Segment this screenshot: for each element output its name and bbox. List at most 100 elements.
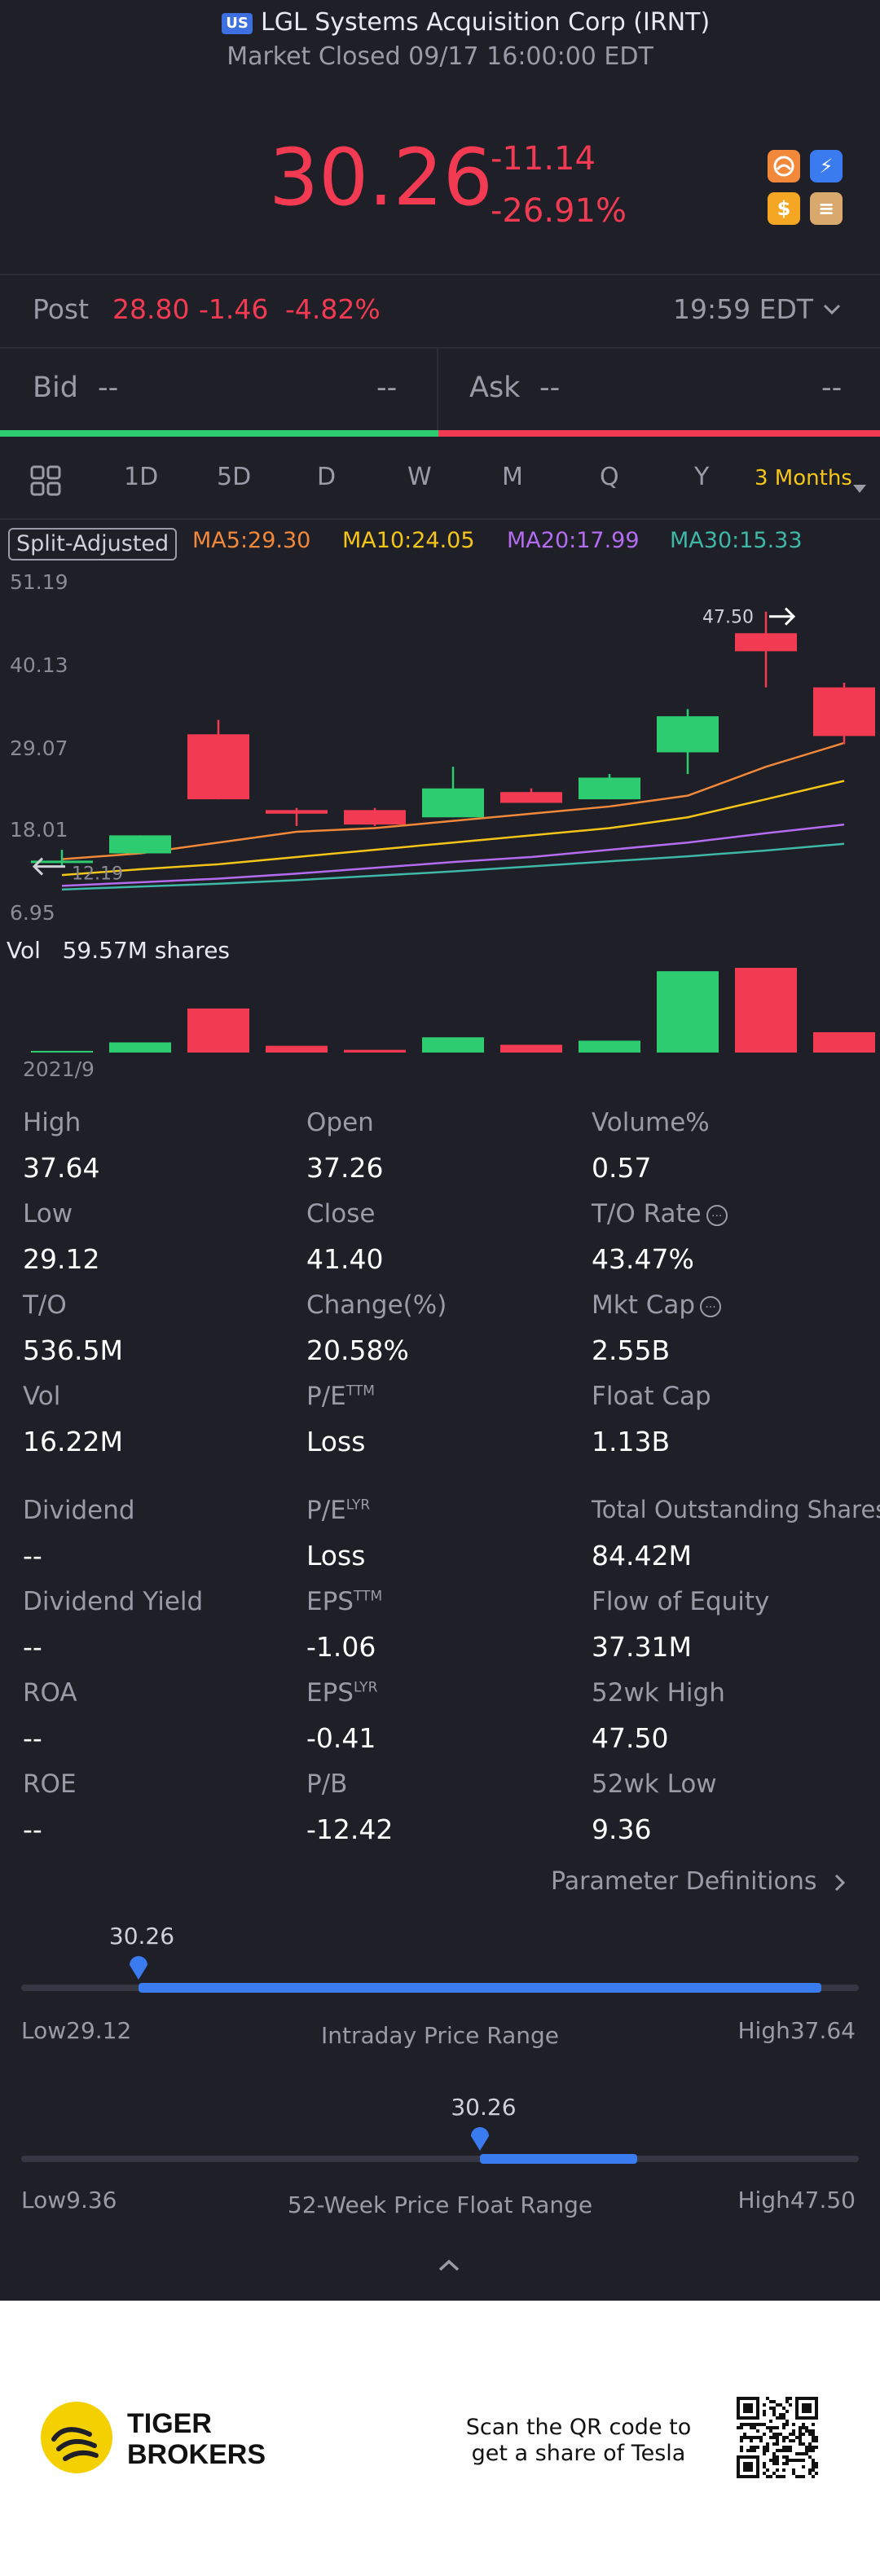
qr-module [812,2436,815,2439]
stat-eps-ttm-label: EPS [306,1587,354,1616]
stat-low-label: Low [23,1199,73,1229]
current-price: 30.26 [269,132,493,223]
intraday-range-fill [138,1983,821,1993]
dollar-icon[interactable]: $ [768,192,800,225]
tab-week[interactable]: W [407,463,432,491]
qr-module [795,2459,799,2462]
volume-bar [31,1050,93,1053]
qr-module [766,2442,769,2446]
parameter-definitions-link[interactable]: Parameter Definitions [551,1867,849,1896]
stat-mkt-cap[interactable]: Mkt Cap ··· [592,1290,722,1320]
intraday-high: High37.64 [737,2017,856,2044]
week52-high: High47.50 [737,2187,856,2213]
qr-module [737,2426,740,2429]
qr-module [782,2413,785,2416]
stat-to-rate[interactable]: T/O Rate ··· [592,1199,728,1229]
qr-module [799,2433,802,2436]
chevron-up-icon[interactable] [435,2255,463,2275]
qr-module [769,2400,772,2403]
caret-down-icon[interactable] [852,473,867,501]
qr-module [782,2423,785,2426]
qr-module [782,2436,785,2439]
qr-module [815,2465,818,2468]
qr-module [769,2429,772,2433]
qr-module [802,2459,805,2462]
qr-module [750,2426,753,2429]
qr-module [772,2442,776,2446]
stat-pe-ttm-value: Loss [306,1426,366,1457]
volume-bar [344,1049,406,1053]
tab-3-months[interactable]: 3 Months [755,466,852,490]
qr-module [772,2410,776,2413]
intraday-range-title: Intraday Price Range [320,2022,559,2049]
qr-module [808,2449,812,2452]
stat-pe-ttm-sup: TTM [345,1383,375,1400]
qr-module [789,2403,792,2407]
ma30-line [61,842,845,891]
volume-bar [735,968,797,1053]
arrow-right-icon [769,607,796,626]
qr-module [772,2407,776,2410]
qr-module [792,2459,795,2462]
stat-pe-lyr-value: Loss [306,1540,366,1572]
volume-chart [31,968,875,1053]
volume-value: 59.57M shares [62,937,231,964]
qr-module [808,2468,812,2472]
qr-module [769,2420,772,2423]
qr-module [776,2442,779,2446]
stat-open-label: Open [306,1108,374,1137]
volume-bar [813,1032,875,1053]
chevron-down-icon[interactable] [820,297,844,328]
stat-eps-ttm-value: -1.06 [306,1631,376,1663]
options-icon[interactable] [768,150,800,182]
layers-icon[interactable]: ≡ [810,192,843,225]
stat-high-value: 37.64 [23,1152,100,1184]
stat-eps-lyr-label: EPS [306,1678,354,1708]
high-marker-label: 47.50 [702,608,754,628]
qr-module [769,2436,772,2439]
qr-module [785,2420,789,2423]
qr-module [776,2462,779,2465]
qr-module [799,2429,802,2433]
volume-bar [266,1045,328,1053]
qr-module [812,2423,815,2426]
qr-module [802,2465,805,2468]
qr-module [782,2449,785,2452]
week52-low: Low9.36 [21,2187,117,2213]
tab-1d[interactable]: 1D [124,463,159,491]
tab-quarter[interactable]: Q [600,463,619,491]
qr-module [756,2436,759,2439]
candlestick-chart[interactable]: 47.50 12.19 [0,562,880,921]
qr-module [779,2413,782,2416]
qr-module [779,2475,782,2478]
split-adjusted-toggle[interactable]: Split-Adjusted [8,528,178,560]
qr-module [795,2452,799,2455]
post-market-row[interactable]: Post 28.80 -1.46 -4.82% 19:59 EDT [0,275,880,345]
qr-module [815,2439,818,2442]
qr-module [759,2436,763,2439]
qr-module [766,2426,769,2429]
qr-module [792,2468,795,2472]
stat-div-yield-value: -- [23,1631,42,1663]
more-info-icon[interactable]: ··· [700,1295,722,1317]
qr-module [776,2436,779,2439]
tiger-brokers-logo [41,2402,112,2473]
lightning-icon[interactable]: ⚡ [810,150,843,182]
tab-year[interactable]: Y [694,463,710,491]
qr-module [740,2436,743,2439]
grid-layout-icon[interactable] [29,464,62,503]
qr-module [805,2452,808,2455]
qr-module [763,2449,766,2452]
tab-month[interactable]: M [502,463,523,491]
qr-module [799,2452,802,2455]
qr-module [743,2436,746,2439]
tab-5d[interactable]: 5D [217,463,252,491]
tab-day[interactable]: D [317,463,337,491]
stat-high-label: High [23,1108,81,1137]
qr-module [812,2439,815,2442]
qr-module [789,2449,792,2452]
ask-strength-bar [438,430,880,437]
qr-module [776,2455,779,2459]
more-info-icon[interactable]: ··· [706,1204,728,1226]
candle-body [735,633,797,652]
